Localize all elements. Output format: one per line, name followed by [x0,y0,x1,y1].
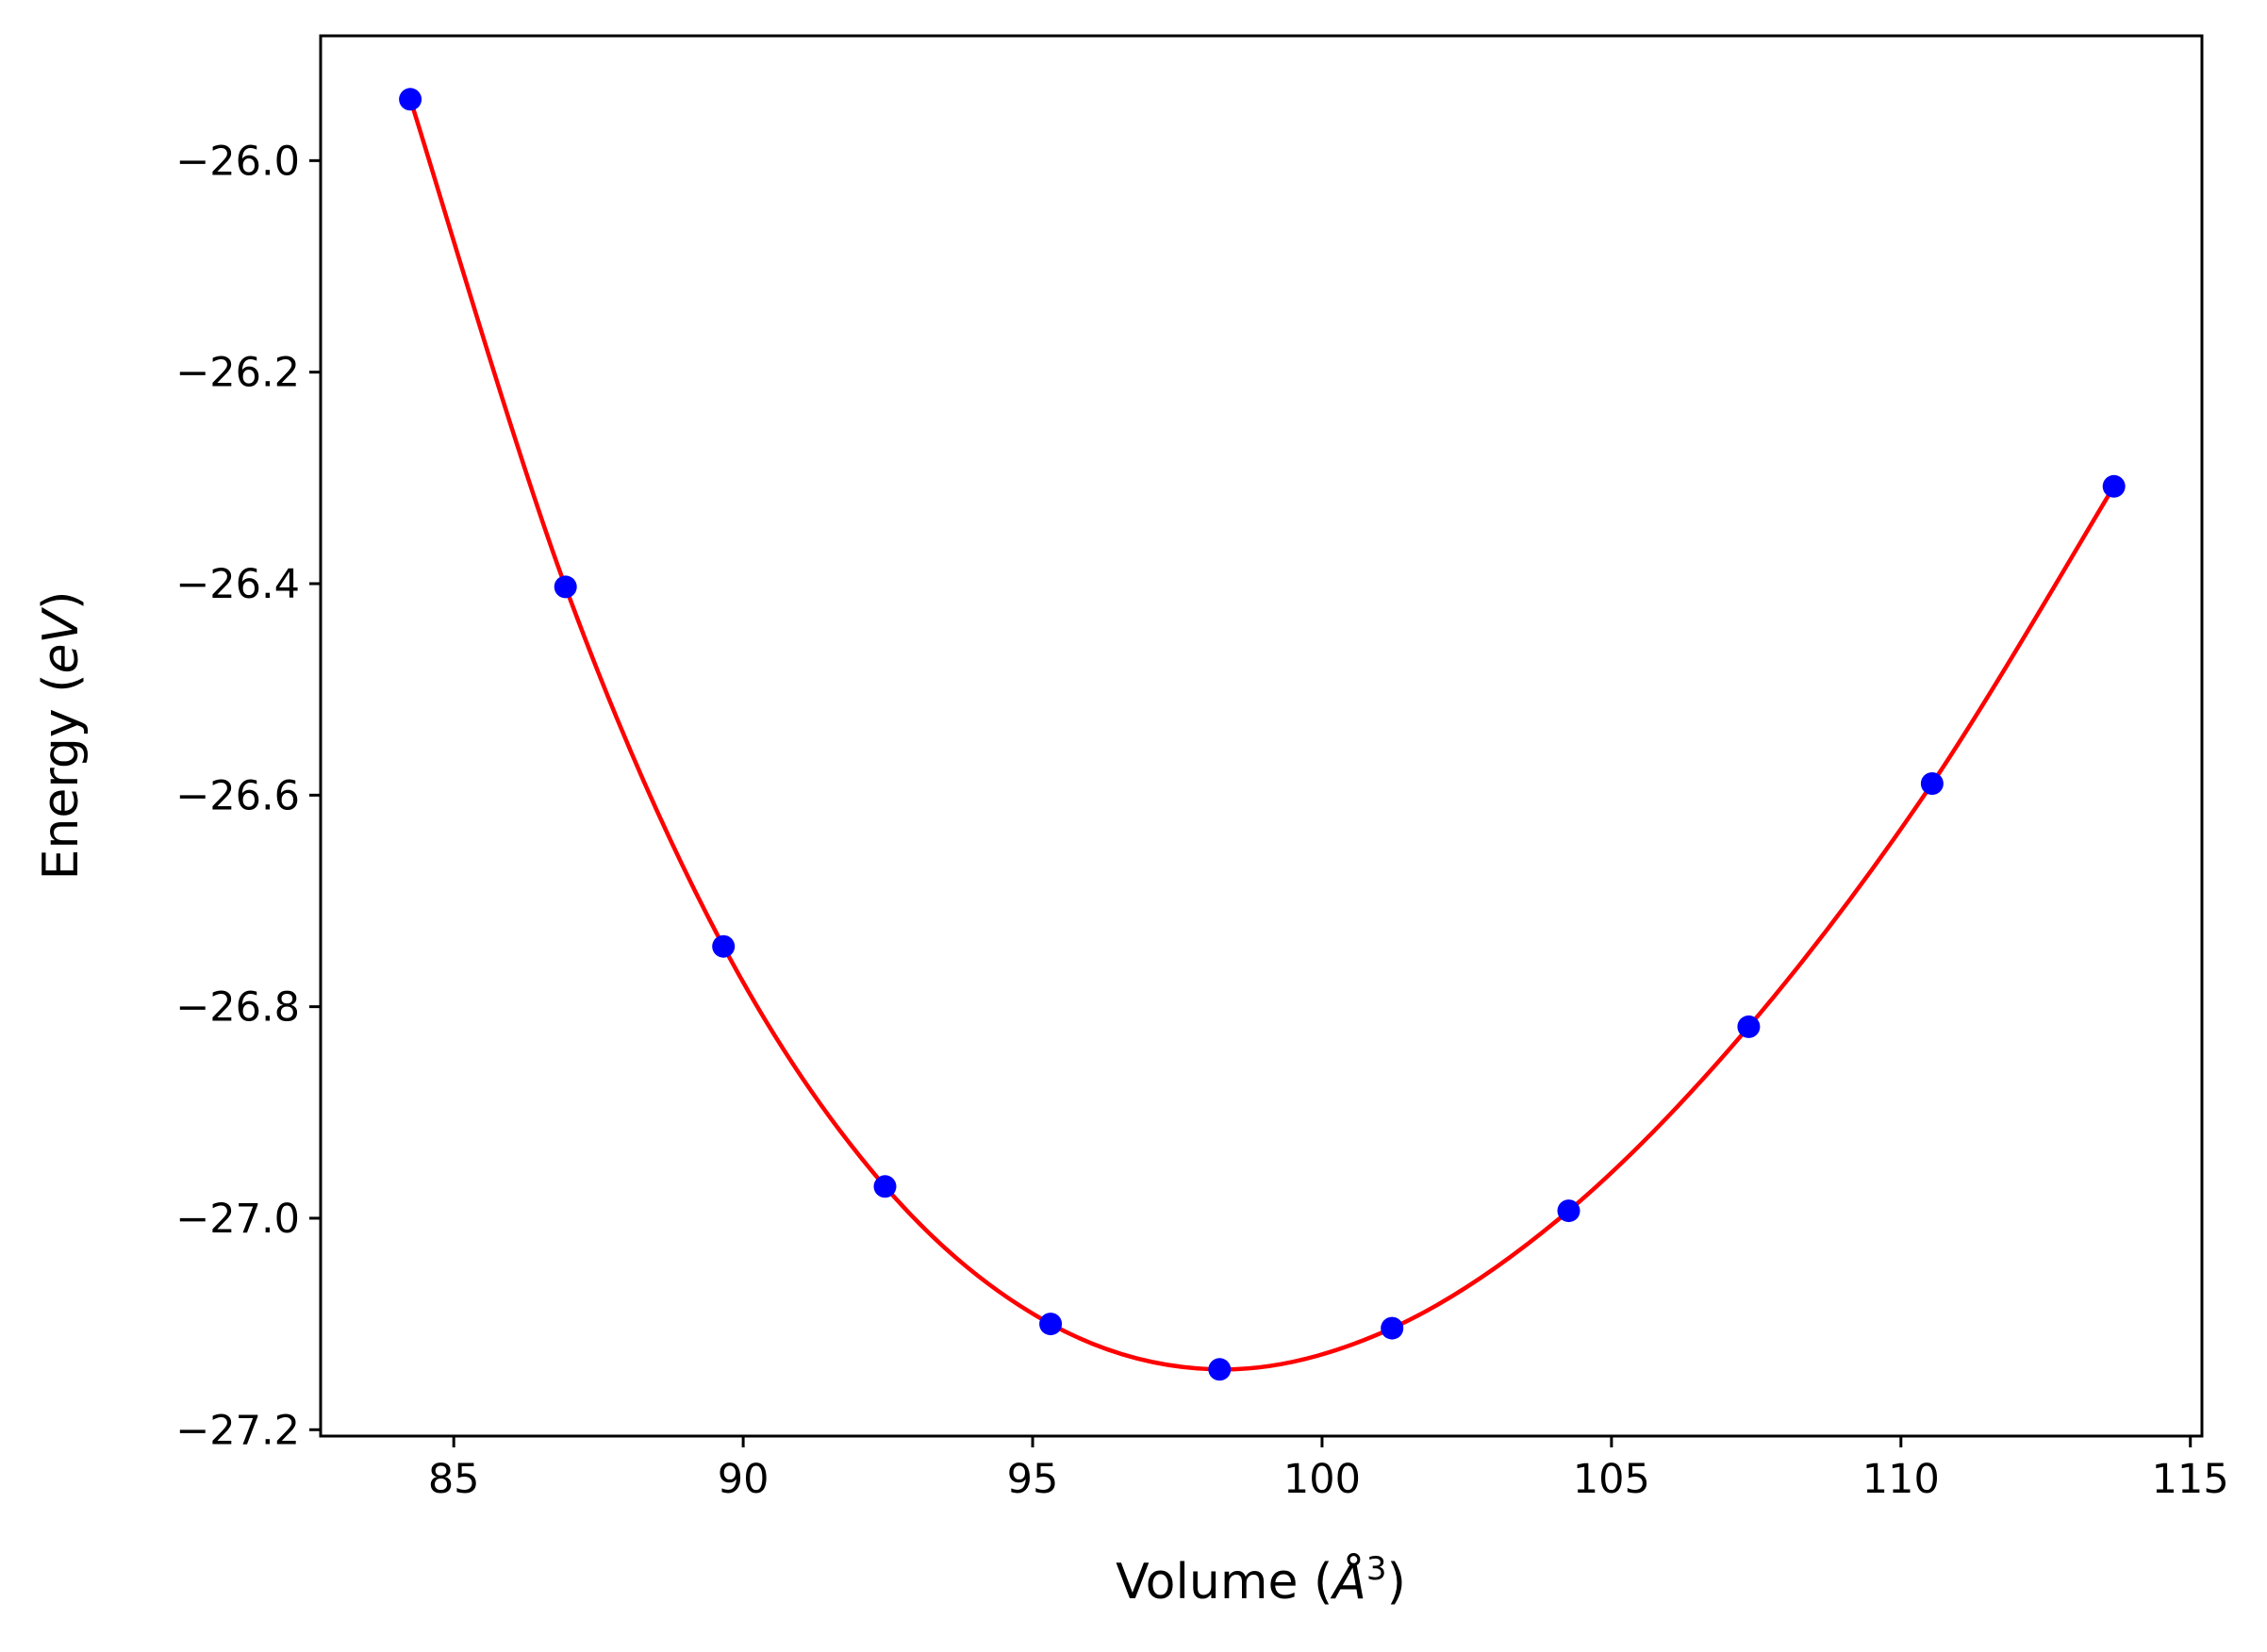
fit-line [407,98,2116,1372]
x-tick-label: 85 [428,1456,480,1503]
y-tick-label: −26.2 [175,350,300,397]
y-tick-label: −26.0 [175,138,300,185]
y-axis-label: Energy (eV) [33,591,90,881]
fit-curve-layer [407,98,2116,1372]
data-point [399,88,422,111]
y-tick-label: −27.0 [175,1196,300,1243]
x-tick-label: 95 [1007,1456,1059,1503]
y-tick-label: −27.2 [175,1407,300,1454]
x-tick-label: 110 [1862,1456,1940,1503]
data-point [2102,474,2126,498]
plot-area-frame [319,34,2204,1438]
data-point [554,575,577,599]
x-tick-label: 90 [718,1456,769,1503]
y-axis-ticks: −27.2 −27.0 −26.8 −26.6 −26.4 −26.2 −26.0 [175,138,321,1454]
data-point [712,934,736,958]
x-tick-label: 100 [1283,1456,1361,1503]
x-axis-label: Volume (Å3) [1116,1550,1406,1611]
x-axis-ticks: 85 90 95 100 105 110 115 [428,1436,2229,1503]
data-point [1557,1199,1580,1223]
x-tick-label: 105 [1573,1456,1650,1503]
data-point [1208,1358,1232,1381]
y-tick-label: −26.6 [175,772,300,819]
y-tick-label: −26.8 [175,984,300,1032]
data-point [1737,1015,1761,1038]
x-tick-label: 115 [2152,1456,2229,1503]
data-point [1920,772,1944,795]
data-points-layer [399,88,2126,1381]
data-point [1039,1313,1063,1336]
data-point [873,1175,897,1198]
y-tick-label: −26.4 [175,561,300,608]
data-point [1381,1316,1404,1340]
